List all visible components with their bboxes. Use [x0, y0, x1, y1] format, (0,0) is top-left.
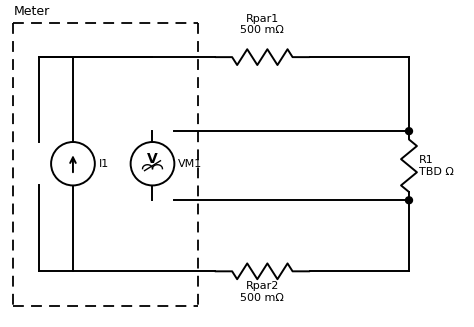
Text: Meter: Meter: [13, 5, 50, 18]
Circle shape: [131, 142, 174, 185]
Circle shape: [51, 142, 95, 185]
Text: I1: I1: [99, 159, 109, 169]
Text: Rpar2
500 mΩ: Rpar2 500 mΩ: [240, 281, 284, 303]
Text: R1
TBD Ω: R1 TBD Ω: [419, 155, 454, 177]
Text: Rpar1
500 mΩ: Rpar1 500 mΩ: [240, 14, 284, 35]
Text: VM1: VM1: [178, 159, 202, 169]
Circle shape: [405, 128, 412, 135]
Text: V: V: [147, 152, 158, 166]
Circle shape: [405, 197, 412, 204]
